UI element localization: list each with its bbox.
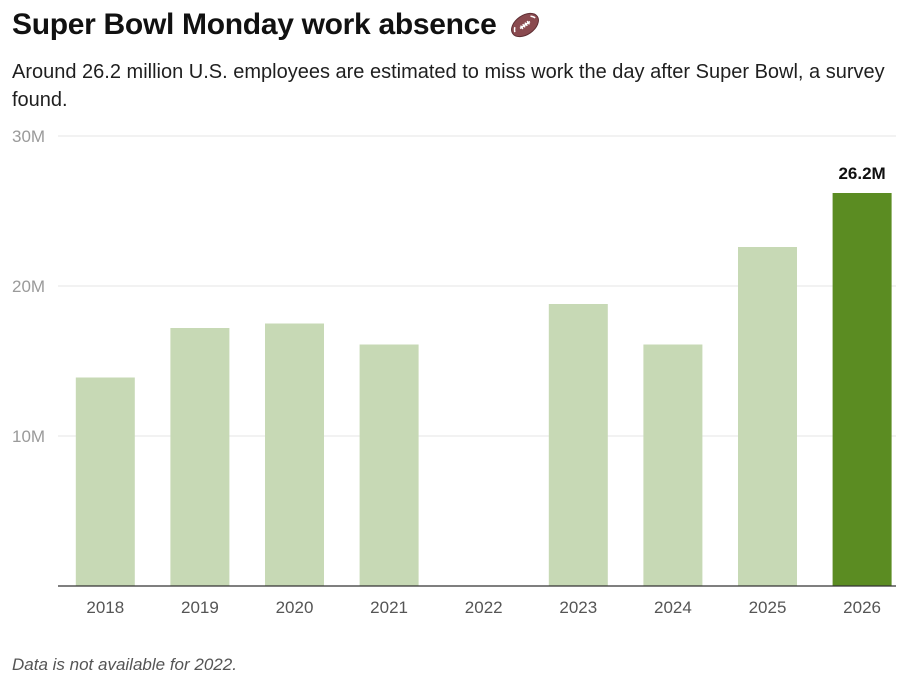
x-tick-label: 2018: [86, 598, 124, 617]
bar: [75, 377, 135, 586]
title-row: Super Bowl Monday work absence: [12, 4, 542, 46]
bar: [265, 323, 324, 586]
bar: [548, 304, 608, 586]
x-tick-label: 2026: [843, 598, 881, 617]
football-icon: [511, 12, 540, 38]
bar-highlight: [832, 193, 892, 586]
x-tick-label: 2024: [654, 598, 692, 617]
bar: [738, 247, 797, 586]
y-tick-label: 20M: [12, 277, 45, 296]
y-tick-label: 10M: [12, 427, 45, 446]
chart-subtitle: Around 26.2 million U.S. employees are e…: [12, 61, 885, 111]
x-tick-label: 2022: [465, 598, 503, 617]
data-label: 26.2M: [838, 164, 885, 183]
x-tick-label: 2019: [181, 598, 219, 617]
bar: [359, 344, 419, 586]
x-tick-label: 2023: [559, 598, 597, 617]
footnote: Data is not available for 2022.: [12, 655, 237, 674]
bar: [170, 328, 230, 586]
x-tick-label: 2021: [370, 598, 408, 617]
x-tick-label: 2025: [749, 598, 787, 617]
chart-title: Super Bowl Monday work absence: [12, 8, 497, 41]
x-tick-label: 2020: [276, 598, 314, 617]
y-tick-label: 30M: [12, 127, 45, 146]
bar: [643, 344, 703, 586]
